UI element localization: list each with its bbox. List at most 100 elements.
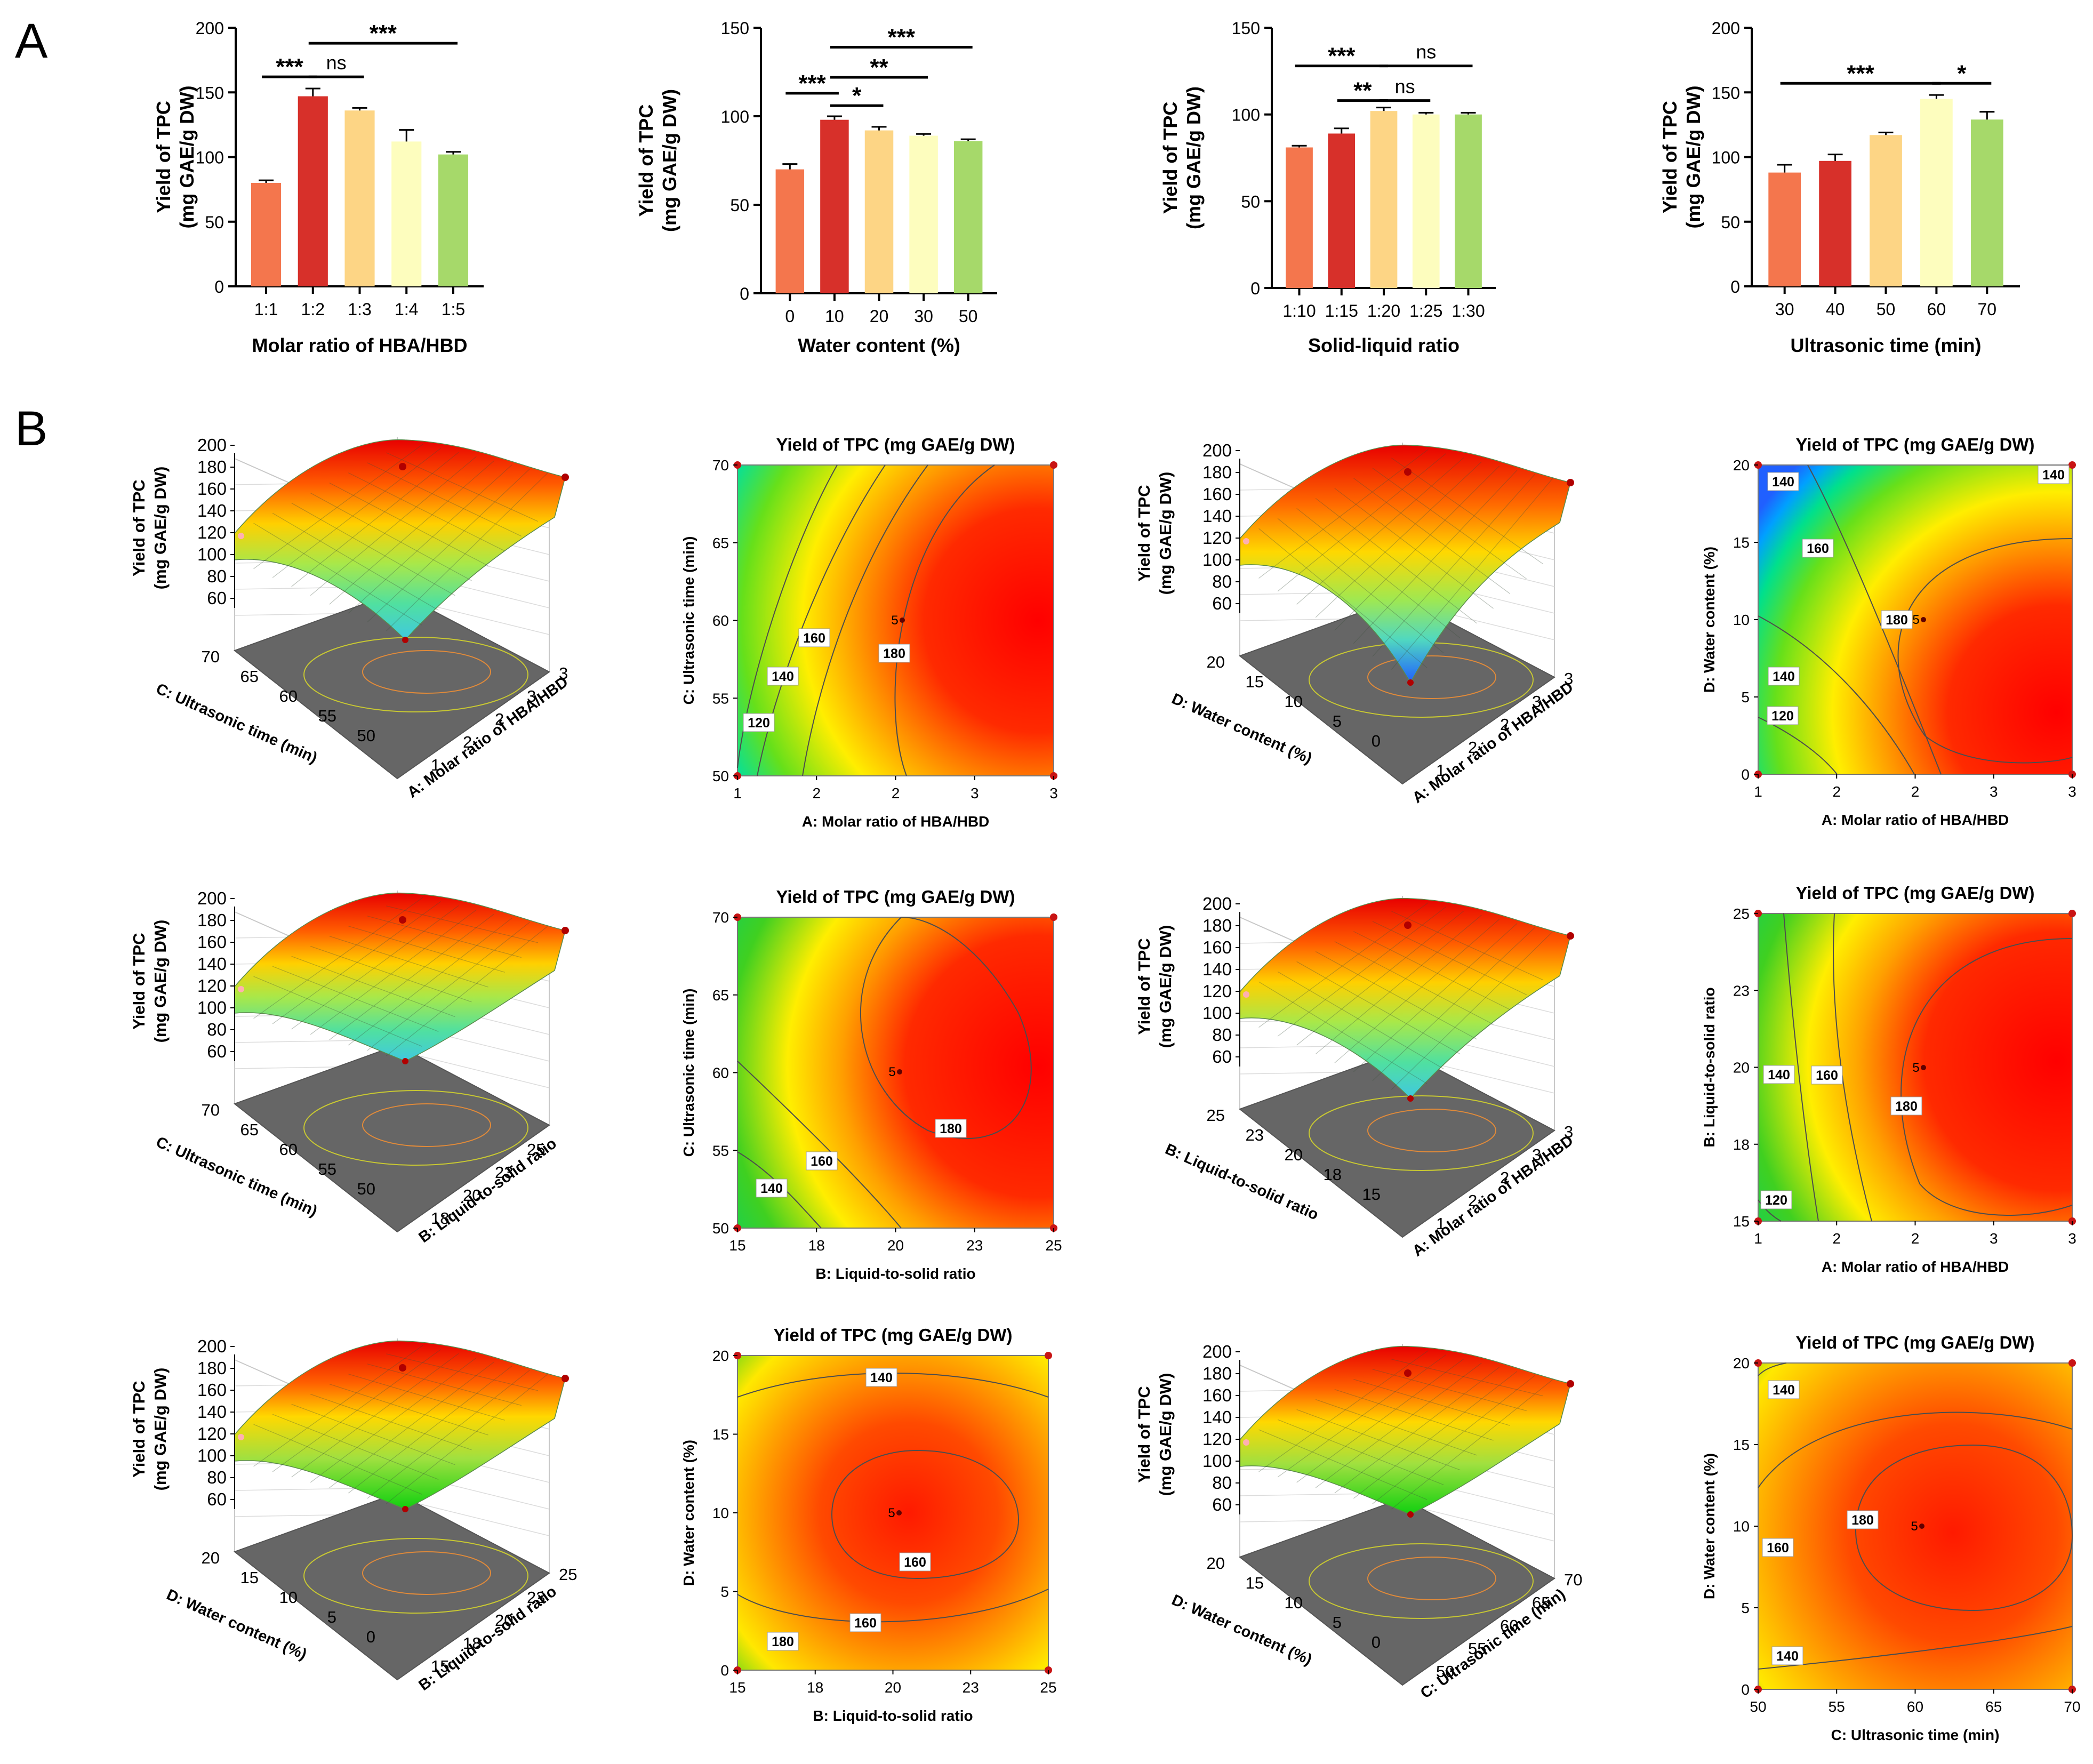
left-axis-tick-label: 25 [1207,1106,1225,1125]
center-point [1921,617,1926,622]
surface-mesh-line [386,1353,539,1391]
significance-label: *** [276,54,303,80]
significance-label: *** [1328,43,1356,69]
left-axis-tick-label: 20 [1285,1145,1303,1164]
z-tick-label: 100 [197,1446,227,1465]
contour-line [757,464,886,776]
z-tick-label: 180 [197,457,227,477]
x-tick-label: 2 [812,785,821,801]
floor-contour [1367,1557,1496,1600]
y-tick-label: 15 [1733,1213,1750,1230]
contour-label-box [798,628,830,647]
surface-mesh-line [329,1361,495,1488]
left-axis-tick-label: 50 [357,1180,375,1198]
surface-mesh-line [1372,1375,1535,1504]
contour-label: 120 [1767,706,1799,725]
contour-line [1783,913,1819,1222]
surface-mesh-line [1372,927,1535,1081]
design-point [2068,1359,2076,1367]
surface-mesh-line [329,913,495,1040]
contour-label-text: 160 [811,1154,833,1169]
surface-mesh-line [386,472,548,631]
surface-mesh-line [1258,528,1428,668]
z-tick-label: 180 [197,910,227,930]
surface-mesh-line [1315,951,1477,1040]
contour-label-box [1760,1190,1792,1209]
y-tick-label: 20 [712,1348,729,1364]
surface-mesh-line [310,492,472,581]
x-tick-label: 40 [1826,300,1845,319]
x-tick-label: 23 [966,1237,983,1254]
y-axis-label-line: Yield of TPC [635,105,657,217]
response-surface [1239,897,1571,1100]
contour-label-box [1768,1380,1800,1399]
y-tick-label: 20 [1733,1060,1750,1076]
contour-label-box [878,644,910,663]
y-tick-label: 150 [721,19,749,38]
left-axis-tick-label: 0 [1372,1633,1381,1651]
center-point-label: 5 [1911,1519,1918,1534]
bar-0 [775,169,805,293]
x-tick-label: 1:25 [1409,301,1442,320]
x-tick-label: 10 [825,307,844,326]
contour-label-text: 180 [1851,1513,1874,1528]
y-tick-label: 18 [1733,1136,1750,1153]
panel-label-b: B [15,402,47,456]
left-axis-tick-label: 60 [279,687,298,705]
y-tick-label: 50 [205,213,224,232]
left-axis-tick-label: 55 [318,707,336,725]
bar-50 [1870,135,1902,286]
grid-line [1402,1503,1555,1542]
z-tick-label: 120 [197,1424,227,1444]
surface-mesh-line [348,464,512,614]
contour-label-box [756,1178,788,1198]
y-axis-label: Yield of TPC(mg GAE/g DW) [1659,86,1704,229]
x-tick-label: 1:1 [254,300,278,319]
z-tick-label: 100 [1202,550,1232,570]
design-point [1407,679,1414,686]
y-tick-label: 50 [730,196,749,215]
contour-label-box [1767,472,1799,491]
contour-label-text: 180 [883,646,905,661]
right-axis-tick-label: 3 [1564,1122,1573,1141]
y-tick-label: 50 [712,1220,729,1237]
y-tick-label: 0 [1741,1681,1750,1698]
bar-1:20 [1370,111,1398,288]
contour-label: 180 [767,1632,799,1651]
x-tick-label: 60 [1927,300,1946,319]
center-point-label: 5 [1912,613,1919,627]
right-axis-tick-label: 2 [1500,715,1509,734]
contour-label: 160 [1762,1538,1794,1557]
x-tick-label: 1:30 [1452,301,1485,320]
x-axis-label: Solid-liquid ratio [1308,334,1460,356]
z-tick-label: 140 [1202,506,1232,526]
contour-label-text: 120 [1771,709,1794,724]
surface-mesh-line [1391,911,1544,981]
right-axis-tick-label: 2 [463,733,472,751]
bar-1:1 [251,183,282,286]
y-tick-label: 50 [712,768,729,784]
contour-line [1807,464,1942,775]
contour-plot-3: 5 140 160 180 15 18 20 23 25 50 55 60 65 70 Yield of T… [680,887,1062,1282]
bar-chart-1: 0 50 100 150 200 1:1 1:2 1:3 1:4 1:5 *** ns *** Molar… [153,19,484,356]
surface-mesh-line [1353,923,1518,1072]
contour-label-text: 140 [1768,1068,1790,1083]
center-point [1921,1065,1926,1070]
y-tick-label: 55 [712,690,729,707]
surface-mesh-line [329,1383,488,1436]
z-tick-label: 140 [197,954,227,974]
z-tick-label: 200 [197,1336,227,1356]
grid-line [397,1050,550,1088]
z-axis-label-line: Yield of TPC [1135,485,1153,581]
z-axis-label-line: (mg GAE/g DW) [151,1368,170,1491]
x-tick-label: 30 [1775,300,1794,319]
design-point [1567,479,1574,486]
right-axis-tick-label: 2 [495,710,504,728]
z-tick-label: 140 [1202,959,1232,979]
left-axis-tick-label: 5 [1333,712,1342,731]
y-tick-label: 100 [1712,148,1740,167]
contour-label-text: 140 [1776,1649,1799,1664]
surface-mesh-line [253,1424,422,1495]
contour-label-box [849,1613,881,1632]
surface-mesh-line [291,502,455,596]
